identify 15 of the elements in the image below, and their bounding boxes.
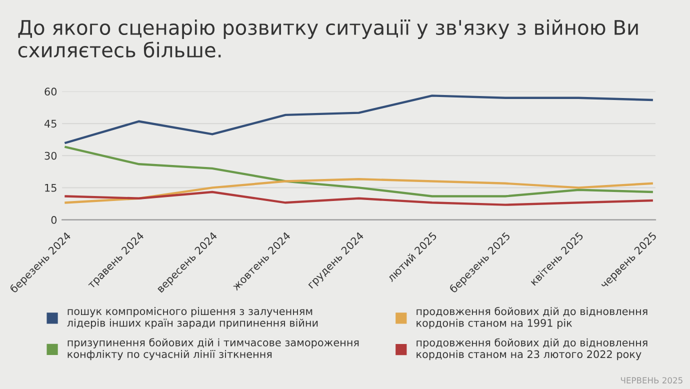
legend-label: продовження бойових дій до відновлення кордонів станом на 23 лютого 2022 року [416, 338, 648, 360]
y-tick-label: 45 [44, 120, 56, 128]
y-tick-label: 0 [51, 216, 57, 224]
line-series [64, 146, 653, 198]
line-series [64, 178, 653, 204]
y-tick-label: 60 [44, 88, 57, 96]
text: ЧЕРВЕНЬ 2025 [620, 377, 682, 384]
legend-label: пошук компромісного рішення з залученням лідерів інших країн заради припинення війни [67, 307, 318, 329]
y-tick-label: 15 [45, 184, 56, 192]
legend-label: призупинення бойових дій і тимчасове замороження конфлікту по сучасній лінії зіткнення [68, 338, 359, 360]
line-series [64, 94, 653, 144]
legend-label: продовження бойових дій до відновлення кордонів станом на 1991 рік [416, 306, 648, 329]
y-tick-label: 30 [44, 152, 57, 160]
chart-title: До якого сценарію розвитку ситуації у зв'язку з війною Ви схиляєтесь більше. [18, 19, 638, 58]
line-series [64, 190, 653, 206]
